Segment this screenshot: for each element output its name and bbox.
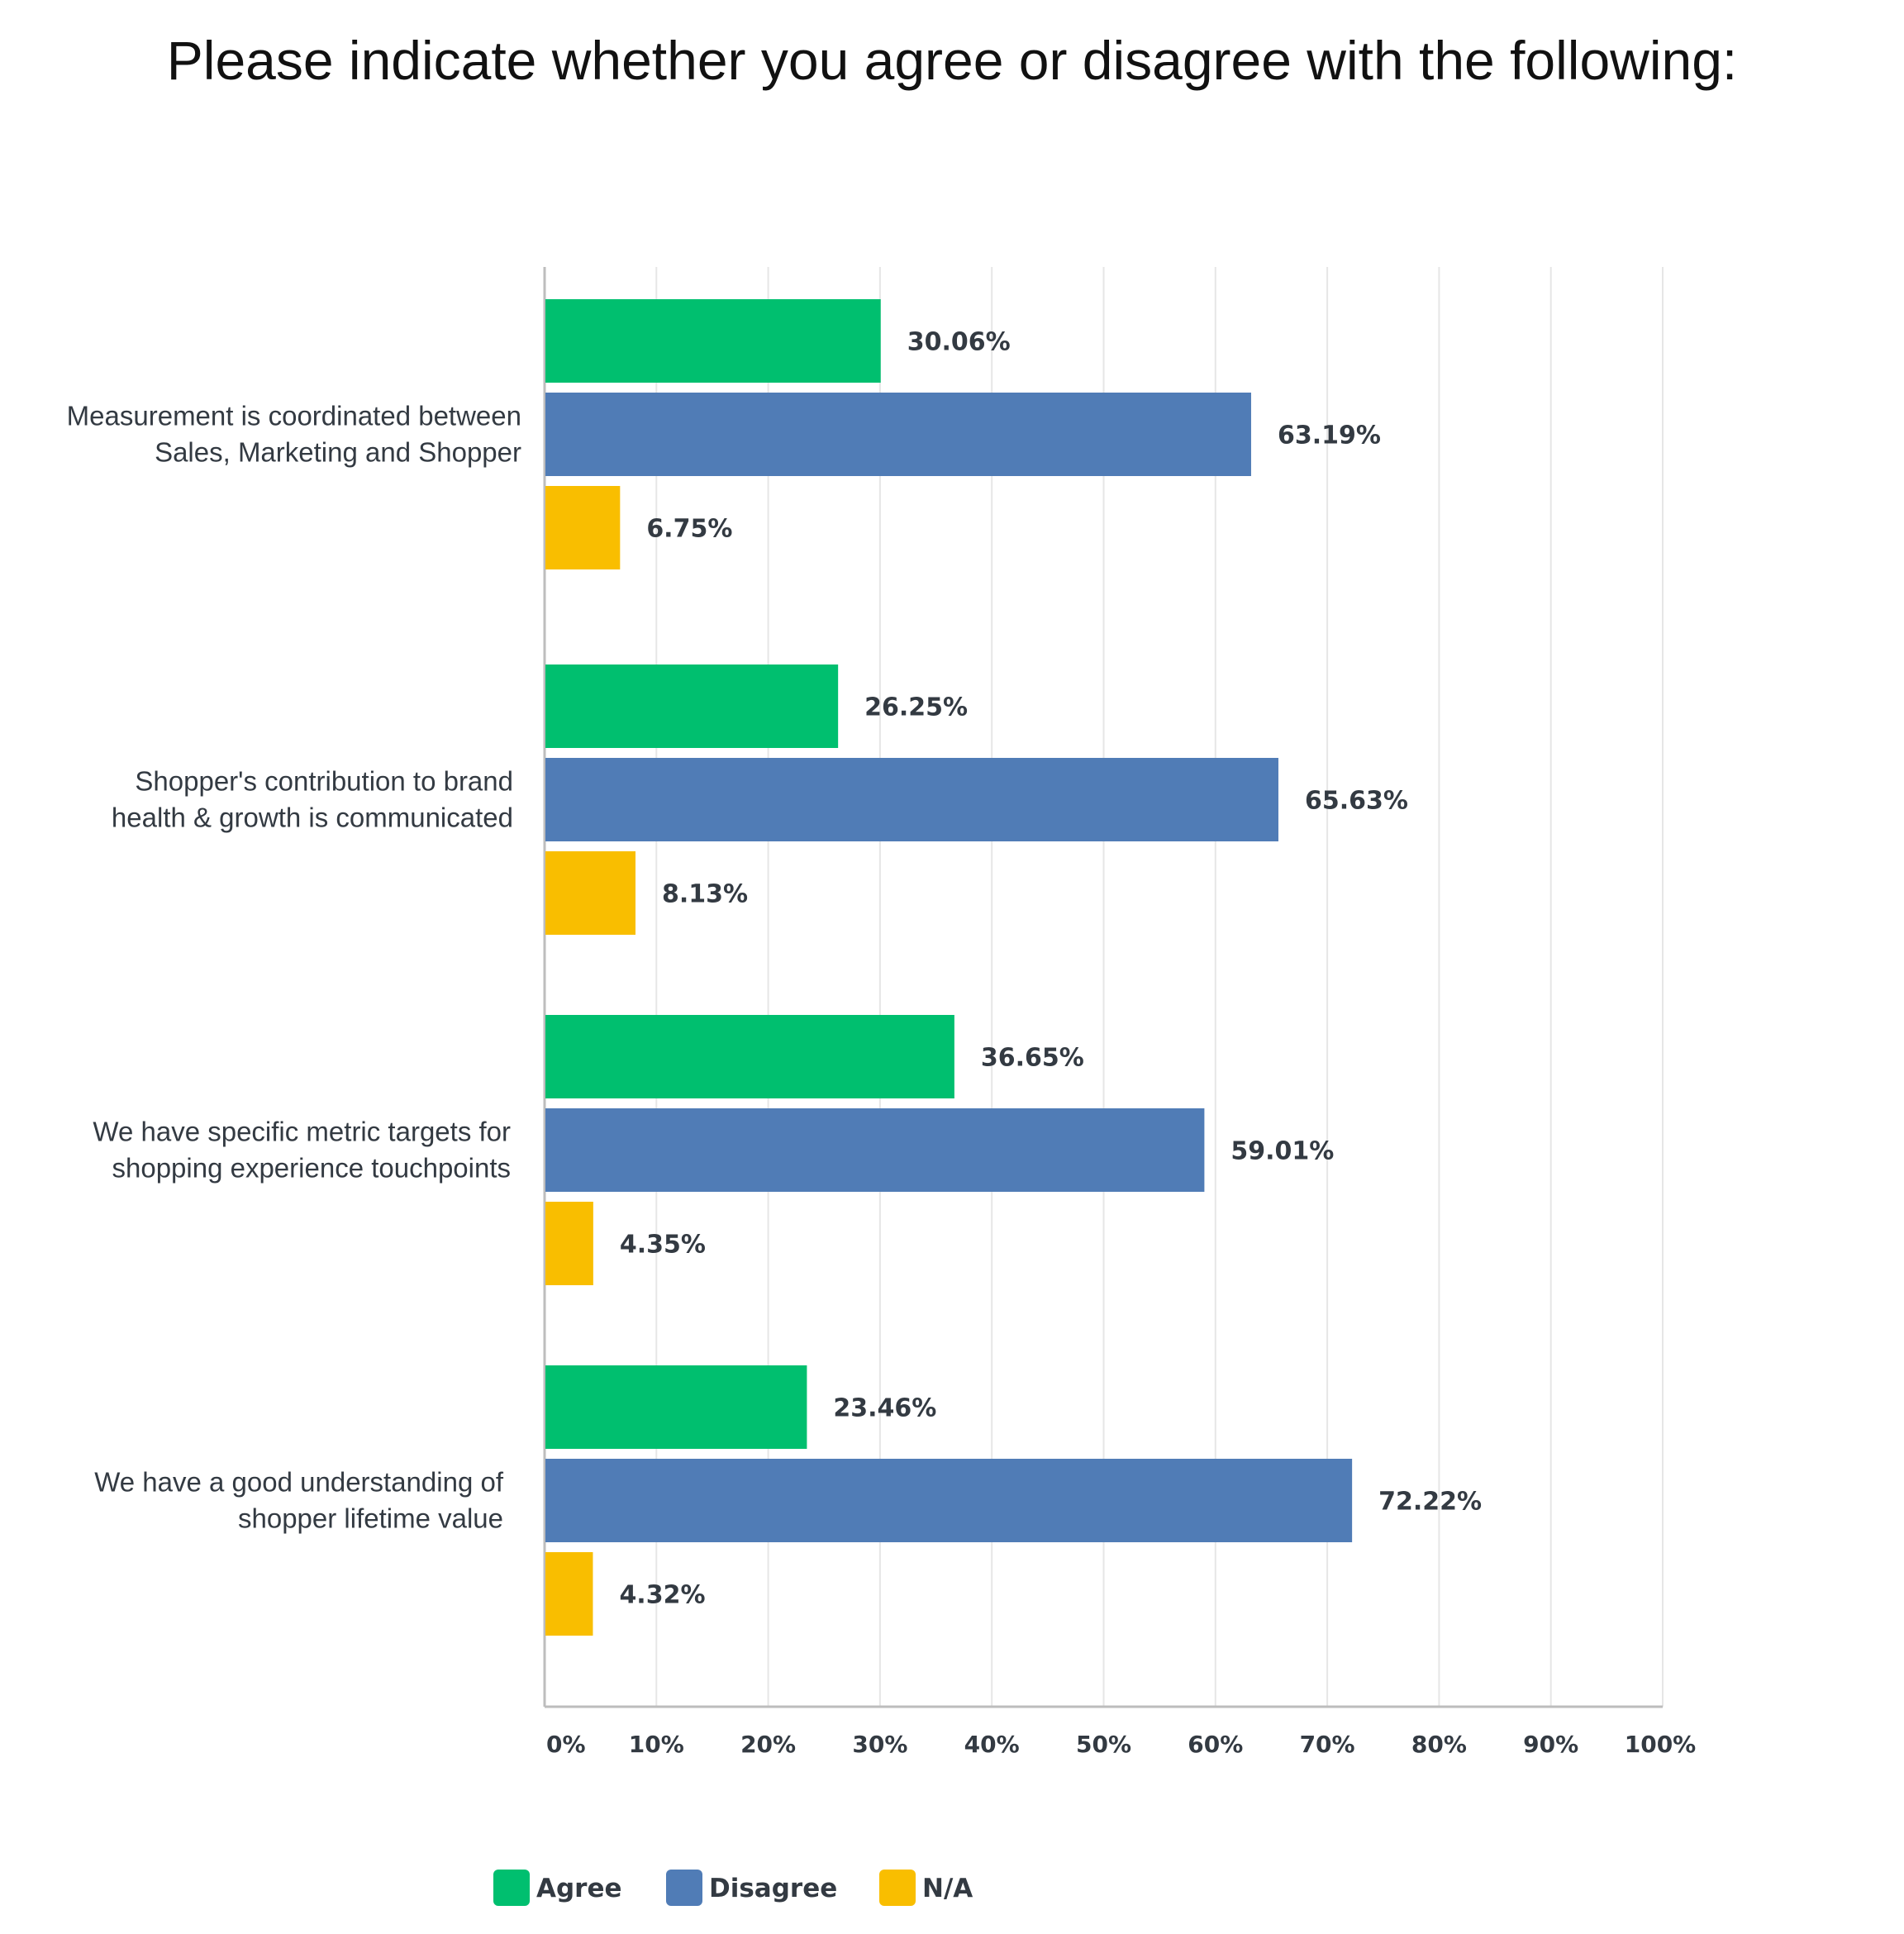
x-tick-label: 0% (546, 1731, 586, 1758)
category-label: shopping experience touchpoints (112, 1153, 511, 1184)
x-tick-label: 80% (1411, 1731, 1467, 1758)
data-label: 4.32% (619, 1581, 705, 1610)
bar-na (545, 1202, 593, 1285)
bar-agree (545, 299, 881, 383)
data-label: 30.06% (907, 328, 1011, 357)
bar-disagree (545, 1459, 1353, 1542)
data-labels: 30.06% 63.19% 6.75% 26.25% 65.63% 8.13% 36.65%… (619, 328, 1482, 1610)
category-label: Measurement is coordinated between (67, 401, 521, 431)
legend-swatch (493, 1870, 530, 1906)
legend-swatch (879, 1870, 916, 1906)
x-tick-label: 90% (1523, 1731, 1578, 1758)
category-label: Sales, Marketing and Shopper (155, 437, 521, 468)
legend-label: Disagree (709, 1874, 837, 1903)
data-label: 8.13% (662, 880, 748, 909)
data-label: 23.46% (833, 1394, 936, 1423)
x-tick-label: 50% (1076, 1731, 1131, 1758)
data-label: 26.25% (864, 693, 968, 722)
legend-label: N/A (922, 1874, 973, 1903)
x-tick-label: 40% (964, 1731, 1020, 1758)
bars (545, 299, 1353, 1636)
category-label: We have a good understanding of (94, 1467, 504, 1498)
bar-agree (545, 1015, 954, 1098)
bar-agree (545, 1365, 807, 1449)
x-tick-label: 30% (852, 1731, 907, 1758)
data-label: 36.65% (981, 1044, 1084, 1073)
x-tick-label: 60% (1188, 1731, 1243, 1758)
x-tick-label: 10% (629, 1731, 684, 1758)
data-label: 65.63% (1305, 787, 1408, 816)
legend-swatch (666, 1870, 702, 1906)
x-tick-label: 70% (1300, 1731, 1355, 1758)
x-axis-ticks: 0% 10% 20% 30% 40% 50% 60% 70% 80% 90% 100% (546, 1731, 1696, 1758)
x-tick-label: 100% (1625, 1731, 1697, 1758)
bar-na (545, 851, 635, 935)
category-label: shopper lifetime value (238, 1503, 503, 1534)
category-label: We have specific metric targets for (93, 1117, 511, 1147)
chart-title: Please indicate whether you agree or dis… (167, 30, 1737, 91)
bar-na (545, 486, 621, 569)
data-label: 4.35% (620, 1231, 706, 1260)
bar-disagree (545, 758, 1278, 841)
category-labels: Measurement is coordinated between Sales,… (67, 401, 521, 1534)
bar-disagree (545, 1108, 1205, 1192)
legend-label: Agree (536, 1874, 622, 1903)
bar-disagree (545, 393, 1251, 476)
grid-lines (543, 267, 1664, 1708)
data-label: 72.22% (1378, 1488, 1482, 1517)
x-tick-label: 20% (740, 1731, 796, 1758)
data-label: 59.01% (1230, 1137, 1334, 1166)
data-label: 63.19% (1278, 422, 1381, 450)
legend: Agree Disagree N/A (493, 1870, 973, 1906)
bar-agree (545, 665, 839, 748)
bar-na (545, 1552, 593, 1636)
category-label: Shopper's contribution to brand (135, 766, 513, 797)
data-label: 6.75% (646, 515, 732, 544)
category-label: health & growth is communicated (112, 803, 513, 833)
